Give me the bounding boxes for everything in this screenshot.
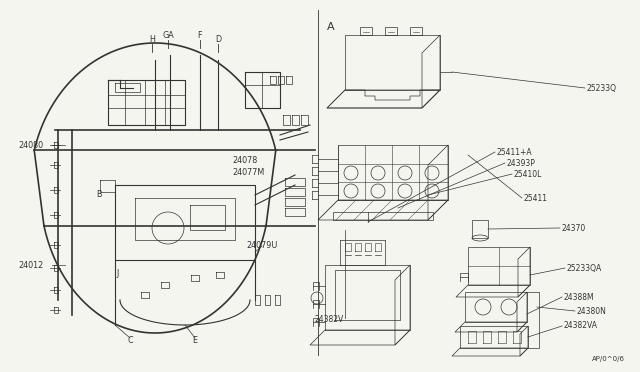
Text: 24380N: 24380N bbox=[577, 307, 607, 315]
Text: A: A bbox=[327, 22, 335, 32]
Text: 24370: 24370 bbox=[562, 224, 586, 232]
Text: 24078: 24078 bbox=[232, 155, 257, 164]
Text: J: J bbox=[117, 269, 119, 279]
Text: 25410L: 25410L bbox=[514, 170, 542, 179]
Text: 24077M: 24077M bbox=[232, 167, 264, 176]
Text: D: D bbox=[215, 35, 221, 44]
Text: C: C bbox=[127, 336, 133, 345]
Text: B: B bbox=[97, 189, 102, 199]
Text: 25233Q: 25233Q bbox=[587, 83, 617, 93]
Text: 24393P: 24393P bbox=[507, 158, 536, 167]
Text: 24079U: 24079U bbox=[246, 241, 277, 250]
Text: 24388M: 24388M bbox=[564, 292, 595, 301]
Text: 24382VA: 24382VA bbox=[564, 321, 598, 330]
Text: E: E bbox=[193, 336, 198, 345]
Text: AP/0^0/6: AP/0^0/6 bbox=[592, 356, 625, 362]
Text: 25411: 25411 bbox=[524, 193, 548, 202]
Text: GA: GA bbox=[162, 31, 174, 40]
Text: 25411+A: 25411+A bbox=[497, 148, 532, 157]
Text: H: H bbox=[149, 35, 155, 44]
Text: 24382V: 24382V bbox=[315, 315, 344, 324]
Text: F: F bbox=[198, 31, 202, 40]
Text: 25233QA: 25233QA bbox=[567, 263, 602, 273]
Text: 24080: 24080 bbox=[18, 141, 43, 150]
Text: 24012: 24012 bbox=[18, 260, 44, 269]
